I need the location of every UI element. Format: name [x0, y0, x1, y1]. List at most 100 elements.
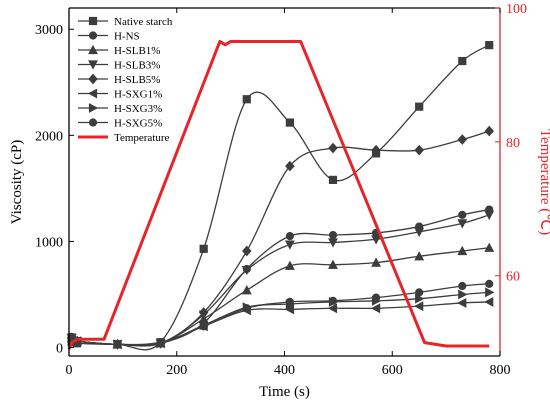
series-7-point-4 — [199, 319, 208, 328]
series-4-point-9 — [414, 144, 424, 156]
series-line-4 — [71, 130, 490, 347]
series-1-point-9 — [415, 288, 424, 297]
series-5 — [66, 296, 494, 350]
legend-label-2: H-SLB1% — [114, 45, 160, 57]
series-4-point-11 — [484, 125, 494, 137]
temperature-layer — [67, 39, 490, 350]
series-1 — [67, 279, 494, 349]
series-line-5 — [71, 301, 490, 346]
series-7-point-6 — [285, 232, 294, 241]
legend-label-6: H-SXG3% — [114, 103, 162, 115]
series-7-point-5 — [242, 264, 251, 274]
legend-swatch-marker-3 — [88, 60, 98, 70]
legend-label-3: H-SLB3% — [114, 60, 160, 72]
legend-item-temperature: Temperature — [78, 132, 170, 144]
series-7-point-2 — [113, 340, 122, 349]
series-6-point-11 — [485, 287, 495, 298]
series-4 — [66, 125, 494, 350]
legend-item-7: H-SXG5% — [78, 118, 162, 130]
legend-item-0: Native starch — [78, 16, 173, 28]
series-5-point-8 — [370, 303, 381, 314]
series-0-point-4 — [199, 244, 208, 253]
series-6-point-5 — [242, 302, 252, 313]
series-4-point-8 — [371, 144, 381, 156]
series-1-point-11 — [485, 279, 494, 288]
legend-item-2: H-SLB1% — [78, 44, 160, 57]
series-7-point-10 — [458, 210, 467, 219]
y2-tick-label-1: 80 — [506, 136, 520, 151]
legend-item-5: H-SXG1% — [78, 89, 162, 101]
series-5-point-10 — [457, 298, 467, 308]
y-axis-title: Viscosity (cP) — [9, 140, 25, 225]
legend-label-5: H-SXG1% — [114, 89, 162, 101]
series-0-point-9 — [415, 102, 424, 111]
series-5-point-9 — [414, 301, 424, 312]
temperature-line — [67, 39, 490, 350]
series-3 — [66, 210, 495, 350]
series-4-point-5 — [242, 245, 252, 257]
series-6-point-7 — [328, 296, 339, 307]
series-line-6 — [71, 291, 490, 346]
legend-swatch-marker-1 — [88, 31, 98, 40]
series-3-point-10 — [457, 219, 468, 229]
legend-item-6: H-SXG3% — [78, 103, 162, 115]
series-6-point-10 — [458, 289, 468, 300]
series-7-point-7 — [328, 230, 338, 240]
legend-swatch-marker-2 — [88, 44, 98, 55]
legend-label-7: H-SXG5% — [114, 118, 162, 130]
series-line-3 — [71, 214, 490, 347]
y-tick-label-3: 3000 — [35, 23, 63, 38]
x-tick-label-1: 200 — [166, 363, 187, 378]
y2-axis-title: Temperature (℃) — [537, 129, 550, 235]
series-3-point-6 — [284, 240, 295, 250]
series-5-point-6 — [284, 304, 294, 315]
x-tick-label-3: 600 — [382, 363, 403, 378]
series-7-point-3 — [156, 339, 165, 348]
series-7-point-11 — [485, 205, 494, 214]
series-6-point-8 — [371, 295, 382, 306]
series-2 — [66, 242, 495, 349]
legend-swatch-marker-5 — [87, 88, 98, 99]
series-6-point-9 — [415, 293, 425, 304]
series-0-point-5 — [242, 95, 251, 104]
series-2-point-11 — [484, 242, 495, 252]
x-tick-label-4: 800 — [490, 363, 511, 378]
legend-item-3: H-SLB3% — [78, 60, 160, 72]
series-2-point-8 — [371, 257, 382, 267]
x-tick-label-2: 400 — [274, 363, 295, 378]
series-7 — [67, 205, 494, 349]
legend-swatch-marker-4 — [88, 73, 98, 85]
x-axis-title: Time (s) — [259, 384, 310, 400]
legend: Native starch H-NS H-SLB1% H-SLB3% H-SLB5% H-… — [78, 16, 173, 144]
axes-layer: 0 200 400 600 800 0 1000 2000 3000 60 80 100 Time (s… — [9, 2, 550, 400]
y2-tick-label-2: 100 — [506, 2, 527, 17]
series-4-point-4 — [198, 307, 209, 318]
series-2-point-10 — [457, 245, 468, 256]
y-tick-label-1: 1000 — [35, 235, 63, 250]
y-tick-label-0: 0 — [56, 342, 63, 357]
series-0-point-11 — [485, 41, 494, 50]
series-0-point-7 — [328, 175, 338, 184]
series-5-point-11 — [484, 296, 494, 307]
series-layer — [66, 41, 495, 351]
series-4-point-7 — [328, 142, 338, 154]
series-2-point-5 — [241, 285, 252, 295]
legend-label-4: H-SLB5% — [114, 74, 160, 86]
x-tick-label-0: 0 — [66, 363, 73, 378]
y2-tick-label-0: 60 — [506, 270, 520, 285]
legend-item-4: H-SLB5% — [78, 73, 160, 86]
series-0-point-6 — [285, 118, 294, 127]
series-4-point-10 — [457, 134, 468, 145]
series-2-point-7 — [328, 259, 338, 269]
legend-swatch-marker-6 — [88, 103, 99, 113]
series-2-point-9 — [414, 251, 425, 261]
legend-swatch-marker-0 — [88, 16, 98, 26]
series-2-point-6 — [284, 260, 295, 270]
series-1-point-10 — [458, 281, 467, 291]
series-7-point-9 — [415, 222, 424, 231]
legend-swatch-marker-7 — [88, 118, 98, 127]
series-0-point-10 — [458, 56, 467, 66]
series-6 — [67, 287, 495, 350]
series-5-point-7 — [327, 303, 338, 314]
